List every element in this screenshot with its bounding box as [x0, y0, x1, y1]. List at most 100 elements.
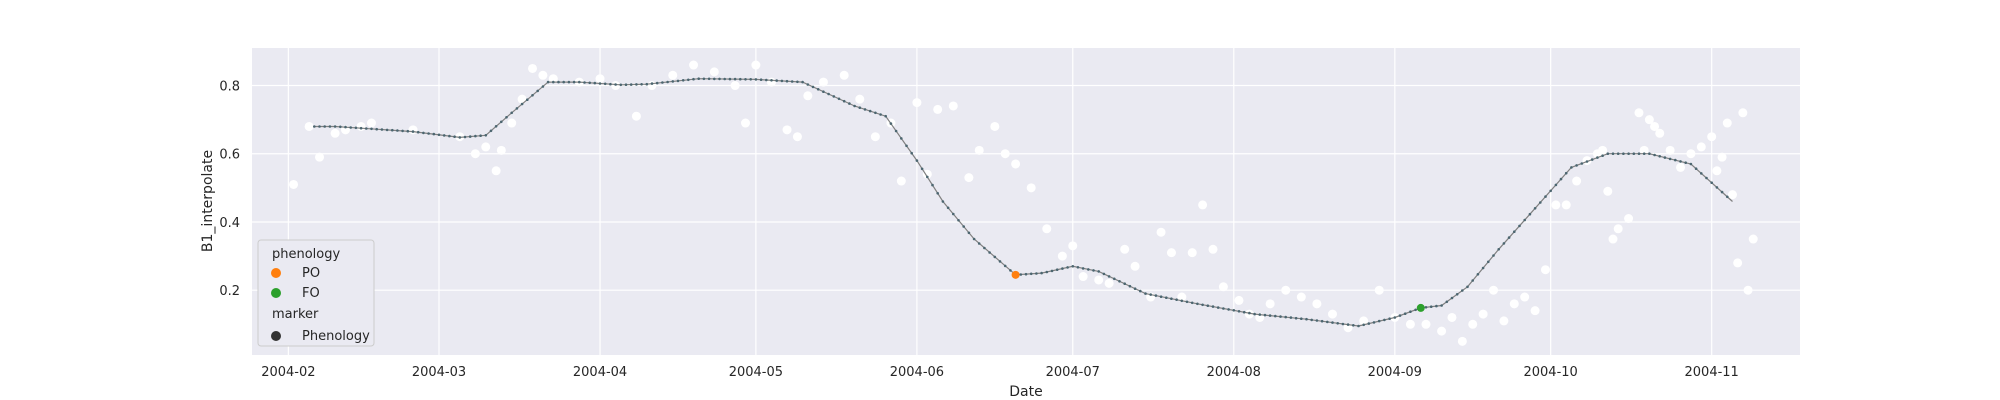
scatter-point: [1234, 295, 1244, 305]
scatter-point: [528, 63, 538, 73]
scatter-point: [896, 176, 906, 186]
scatter-point: [751, 60, 761, 70]
line-marker: [1487, 260, 1490, 264]
line-marker: [557, 80, 560, 84]
scatter-point: [1218, 282, 1228, 292]
line-marker: [318, 125, 321, 128]
scatter-point: [548, 74, 558, 84]
scatter-point: [1026, 183, 1036, 193]
line-marker: [910, 151, 913, 155]
scatter-point: [1000, 149, 1010, 159]
line-marker: [998, 260, 1002, 263]
line-marker: [1055, 268, 1059, 272]
line-marker: [1341, 322, 1345, 326]
line-marker: [1076, 266, 1080, 269]
line-marker: [1258, 313, 1262, 316]
phenology-markers: [1011, 270, 1425, 312]
line-marker: [1455, 293, 1459, 296]
x-tick-label: 2004-02: [261, 365, 315, 380]
scatter-point: [1068, 241, 1078, 251]
scatter-point: [1011, 159, 1021, 169]
line-marker: [1029, 272, 1033, 276]
scatter-point: [1712, 166, 1722, 176]
scatter-point: [964, 173, 974, 183]
line-marker: [1549, 189, 1552, 193]
line-marker: [1507, 236, 1511, 239]
line-marker: [1336, 322, 1339, 325]
scatter-point: [1738, 108, 1748, 118]
scatter-point: [1042, 224, 1052, 234]
line-marker: [1575, 164, 1578, 167]
legend-po-label: PO: [302, 266, 320, 281]
line-marker: [1674, 158, 1677, 162]
line-marker: [1585, 160, 1589, 163]
line-marker: [1435, 304, 1438, 308]
line-marker: [1539, 201, 1542, 204]
line-marker: [1196, 302, 1199, 306]
line-marker: [1518, 224, 1521, 228]
line-marker: [884, 114, 887, 118]
x-tick-label: 2004-07: [1046, 365, 1100, 380]
line-marker: [333, 125, 337, 128]
scatter-point: [1655, 128, 1665, 138]
x-tick-label: 2004-11: [1685, 365, 1739, 380]
line-marker: [993, 255, 997, 259]
line-marker: [1284, 315, 1287, 319]
scatter-point: [1457, 336, 1467, 346]
legend-phenology-marker: [271, 331, 281, 341]
line-marker: [1616, 152, 1620, 155]
line-marker: [1331, 321, 1334, 324]
line-marker: [500, 120, 503, 124]
line-marker: [962, 225, 965, 228]
line-marker: [1305, 317, 1308, 321]
line-marker: [1653, 153, 1656, 157]
legend-title-marker: marker: [272, 307, 319, 322]
line-marker: [328, 125, 332, 128]
line-marker: [1377, 319, 1381, 323]
line-marker: [1440, 304, 1443, 307]
scatter-point: [782, 125, 792, 135]
line-marker: [1429, 305, 1433, 309]
line-marker: [1346, 323, 1350, 326]
line-marker: [1185, 300, 1189, 304]
y-tick-label: 0.8: [219, 80, 240, 95]
line-marker: [391, 128, 394, 132]
scatter-point: [1665, 145, 1675, 155]
line-marker: [967, 231, 971, 235]
line-marker: [972, 237, 976, 241]
scatter-point: [730, 81, 740, 91]
line-marker: [718, 77, 721, 81]
line-marker: [396, 129, 399, 132]
line-marker: [1066, 266, 1069, 269]
line-marker: [1081, 267, 1085, 270]
line-marker: [427, 132, 430, 135]
line-marker: [1642, 152, 1646, 155]
scatter-point: [1265, 299, 1275, 309]
scatter-point: [1686, 149, 1696, 159]
line-marker: [520, 102, 524, 106]
line-marker: [1445, 300, 1449, 304]
line-marker: [1715, 186, 1719, 189]
scatter-point: [1509, 299, 1519, 309]
legend-po-marker: [271, 268, 281, 278]
scatter-point: [1078, 272, 1088, 282]
scatter-point: [1177, 292, 1187, 302]
line-marker: [1009, 269, 1012, 272]
x-axis-label: Date: [1009, 384, 1042, 400]
line-marker: [1165, 296, 1168, 300]
line-marker: [416, 130, 420, 134]
line-marker: [1471, 279, 1474, 282]
line-marker: [900, 137, 903, 140]
legend-title-phenology: phenology: [272, 247, 340, 262]
scatter-point: [491, 166, 501, 176]
line-marker: [536, 89, 539, 93]
line-marker: [1700, 172, 1703, 175]
line-marker: [1627, 152, 1630, 155]
line-marker: [609, 82, 612, 86]
line-marker: [1149, 293, 1152, 296]
line-marker: [780, 79, 784, 83]
line-marker: [354, 126, 358, 130]
scatter-point: [1707, 132, 1717, 142]
scatter-point: [1520, 292, 1530, 302]
